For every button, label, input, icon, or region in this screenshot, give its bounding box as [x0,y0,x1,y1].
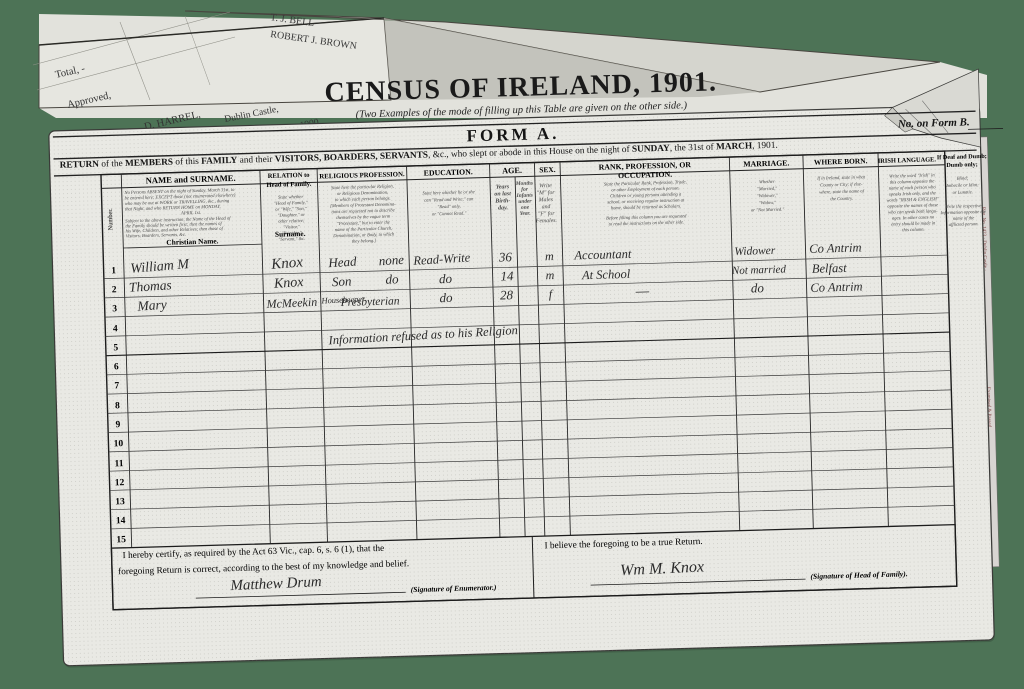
svg-text:Christian Name.: Christian Name. [166,236,219,246]
svg-text:13: 13 [115,497,125,507]
svg-text:Year.: Year. [520,211,531,217]
svg-text:McMeekin: McMeekin [265,295,317,311]
svg-text:5: 5 [113,343,118,353]
svg-text:Accountant: Accountant [573,247,632,263]
svg-text:36: 36 [498,249,513,264]
svg-text:OCCUPATION.: OCCUPATION. [618,170,672,181]
svg-text:FORM A.: FORM A. [466,124,559,146]
svg-text:Son: Son [332,273,352,289]
svg-text:Knox: Knox [273,275,305,292]
svg-text:No. on Form B.: No. on Form B. [897,116,970,130]
svg-text:12: 12 [115,478,125,488]
svg-text:2: 2 [112,285,117,295]
svg-text:At School: At School [581,267,631,282]
svg-text:Whether: Whether [759,179,775,184]
svg-text:"F" for: "F" for [538,210,556,217]
svg-text:Number.: Number. [107,208,115,231]
svg-text:do: do [439,271,453,286]
svg-text:AGE.: AGE. [502,166,522,176]
svg-text:Birth-: Birth- [494,198,510,204]
svg-text:28: 28 [500,287,514,302]
svg-text:7: 7 [114,381,119,391]
svg-text:8: 8 [115,401,120,411]
svg-text:Mary: Mary [136,297,167,314]
svg-text:Co Antrim: Co Antrim [810,279,863,294]
svg-text:the Country.: the Country. [830,196,853,202]
svg-text:MARRIAGE.: MARRIAGE. [743,158,789,168]
svg-text:Thomas: Thomas [128,277,172,295]
svg-text:RELATION to: RELATION to [268,172,311,180]
svg-text:other relative;: other relative; [278,218,305,224]
svg-text:Imbecile or Idiot;: Imbecile or Idiot; [945,182,979,188]
svg-text:If Deaf and Dumb;: If Deaf and Dumb; [937,153,987,161]
svg-text:m: m [545,249,554,263]
svg-text:Surname.: Surname. [275,229,306,239]
svg-text:Head: Head [327,254,358,271]
svg-text:name of the: name of the [953,215,975,221]
svg-text:or Lunatic.: or Lunatic. [953,189,974,195]
svg-text:they belong.]: they belong.] [352,238,377,244]
svg-text:Knox: Knox [270,254,304,273]
svg-text:do: do [439,290,453,305]
svg-text:m: m [545,268,554,282]
svg-text:"M" for: "M" for [537,189,556,197]
svg-text:Years: Years [496,184,510,190]
svg-text:day.: day. [498,205,509,211]
svg-text:or "Cannot Read.": or "Cannot Read." [432,210,467,216]
svg-text:Not married: Not married [731,264,787,278]
svg-text:Dumb only;: Dumb only; [946,161,978,169]
svg-text:4: 4 [113,324,118,334]
svg-text:10: 10 [114,439,124,449]
svg-text:Write: Write [539,183,552,189]
svg-text:State whether: State whether [278,194,303,200]
svg-text:APRIL 1st.: APRIL 1st. [180,210,201,216]
svg-text:Females.: Females. [535,218,557,225]
svg-text:—: — [635,283,650,299]
svg-text:do: do [751,280,765,295]
svg-text:this column.: this column. [902,227,925,233]
svg-text:do: do [385,271,399,286]
svg-text:14: 14 [500,268,514,283]
svg-text:3: 3 [112,304,117,314]
svg-text:WHERE BORN.: WHERE BORN. [814,156,868,166]
svg-text:1: 1 [111,266,116,276]
svg-text:Widower: Widower [734,245,776,258]
svg-text:Head of Family.: Head of Family. [266,181,311,189]
svg-text:none: none [378,252,404,269]
svg-text:Write the respective: Write the respective [945,203,981,209]
svg-text:Presbyterian: Presbyterian [339,295,400,309]
svg-text:9: 9 [115,420,120,430]
svg-text:11: 11 [114,459,124,469]
svg-text:and: and [542,204,551,210]
svg-text:on last: on last [494,191,511,197]
svg-text:Males: Males [538,197,554,203]
svg-text:SEX.: SEX. [539,165,556,174]
svg-text:EDUCATION.: EDUCATION. [424,167,473,177]
svg-text:afflicted person.: afflicted person. [949,221,979,227]
svg-text:Co Antrim: Co Antrim [809,240,862,255]
svg-text:or "Not Married.": or "Not Married." [751,207,785,213]
svg-text:14: 14 [116,516,126,526]
svg-text:Belfast: Belfast [812,261,848,276]
svg-text:6: 6 [114,362,119,372]
svg-text:Blind;: Blind; [957,175,969,180]
svg-text:15: 15 [116,535,126,545]
